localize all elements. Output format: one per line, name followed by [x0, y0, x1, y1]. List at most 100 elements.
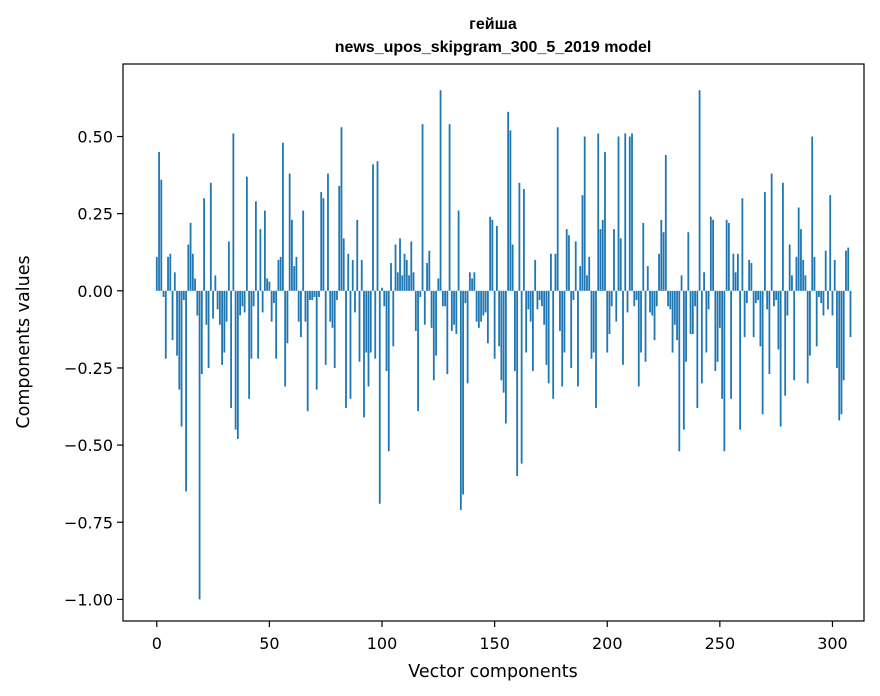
bar	[606, 290, 609, 353]
bar	[327, 173, 329, 291]
bar	[642, 222, 645, 291]
bar	[209, 182, 212, 291]
bar	[315, 290, 318, 390]
bar	[266, 278, 269, 291]
bar	[741, 198, 744, 291]
bar	[588, 256, 591, 291]
bar	[820, 290, 823, 304]
bar	[842, 290, 845, 381]
bar	[342, 238, 345, 291]
bar	[182, 290, 185, 301]
bar	[680, 275, 683, 291]
bar	[230, 290, 233, 409]
y-tick-label: 0.00	[77, 282, 113, 301]
bar	[464, 290, 467, 304]
bar	[489, 216, 492, 291]
bar	[752, 290, 755, 338]
bar	[333, 290, 336, 368]
bar	[766, 290, 769, 310]
bar	[788, 244, 791, 291]
bar	[270, 290, 273, 322]
bar	[448, 124, 451, 291]
bar	[363, 290, 365, 418]
bar	[565, 229, 568, 291]
bar	[426, 263, 428, 291]
bar	[682, 290, 685, 430]
bar	[745, 290, 748, 304]
bar	[376, 161, 379, 291]
bar	[167, 256, 169, 291]
bar	[212, 290, 214, 319]
bar	[536, 290, 539, 310]
bar	[318, 290, 320, 297]
bar	[604, 151, 606, 291]
bar	[239, 290, 242, 316]
bar	[649, 290, 651, 313]
bar	[248, 290, 251, 399]
bar	[727, 222, 730, 291]
bar	[653, 290, 656, 341]
bar	[205, 290, 208, 325]
bar	[286, 290, 289, 344]
bar	[658, 253, 660, 291]
bar	[635, 290, 638, 301]
bar	[241, 290, 244, 307]
bar	[365, 290, 368, 353]
bar	[514, 290, 516, 372]
bar	[279, 256, 282, 291]
bar	[340, 127, 343, 291]
bar	[221, 290, 223, 365]
bar	[527, 290, 530, 310]
bar	[259, 229, 262, 291]
bar	[572, 290, 575, 301]
bar	[601, 219, 604, 291]
bar	[599, 229, 602, 291]
bar	[477, 290, 480, 328]
x-axis-label: Vector components	[408, 662, 577, 682]
bar	[795, 256, 798, 291]
x-tick-label: 100	[367, 634, 398, 653]
bar	[473, 272, 476, 291]
bar	[309, 290, 311, 301]
bar	[482, 290, 485, 316]
bar	[626, 290, 629, 313]
bar	[390, 263, 392, 291]
bar	[158, 151, 160, 291]
bar	[169, 253, 172, 291]
bar	[491, 219, 494, 291]
bar	[718, 290, 721, 328]
bar	[378, 290, 381, 504]
bar	[155, 256, 158, 291]
bar	[669, 290, 672, 310]
x-tick-label: 250	[705, 634, 736, 653]
bar	[782, 182, 784, 291]
bar	[178, 290, 181, 390]
bar	[570, 290, 573, 368]
bar	[468, 272, 471, 291]
bar	[493, 290, 496, 359]
bar	[685, 290, 687, 362]
bar	[216, 290, 219, 310]
bar	[191, 253, 194, 291]
bar	[351, 259, 354, 291]
bar	[430, 290, 433, 328]
bar	[581, 195, 584, 291]
bar	[455, 290, 458, 335]
bar	[574, 241, 577, 291]
bar	[619, 238, 622, 291]
bar	[660, 219, 663, 291]
bar	[662, 232, 665, 291]
bar	[694, 290, 696, 307]
bar	[687, 232, 690, 291]
bar	[504, 290, 507, 424]
bar	[511, 244, 514, 291]
bar	[176, 290, 178, 356]
bar	[698, 90, 701, 291]
bar	[761, 290, 764, 415]
bar	[703, 272, 705, 291]
bar	[786, 290, 789, 316]
bar	[304, 290, 307, 322]
bar	[543, 290, 546, 325]
bar	[243, 290, 246, 313]
x-tick-label: 150	[479, 634, 510, 653]
